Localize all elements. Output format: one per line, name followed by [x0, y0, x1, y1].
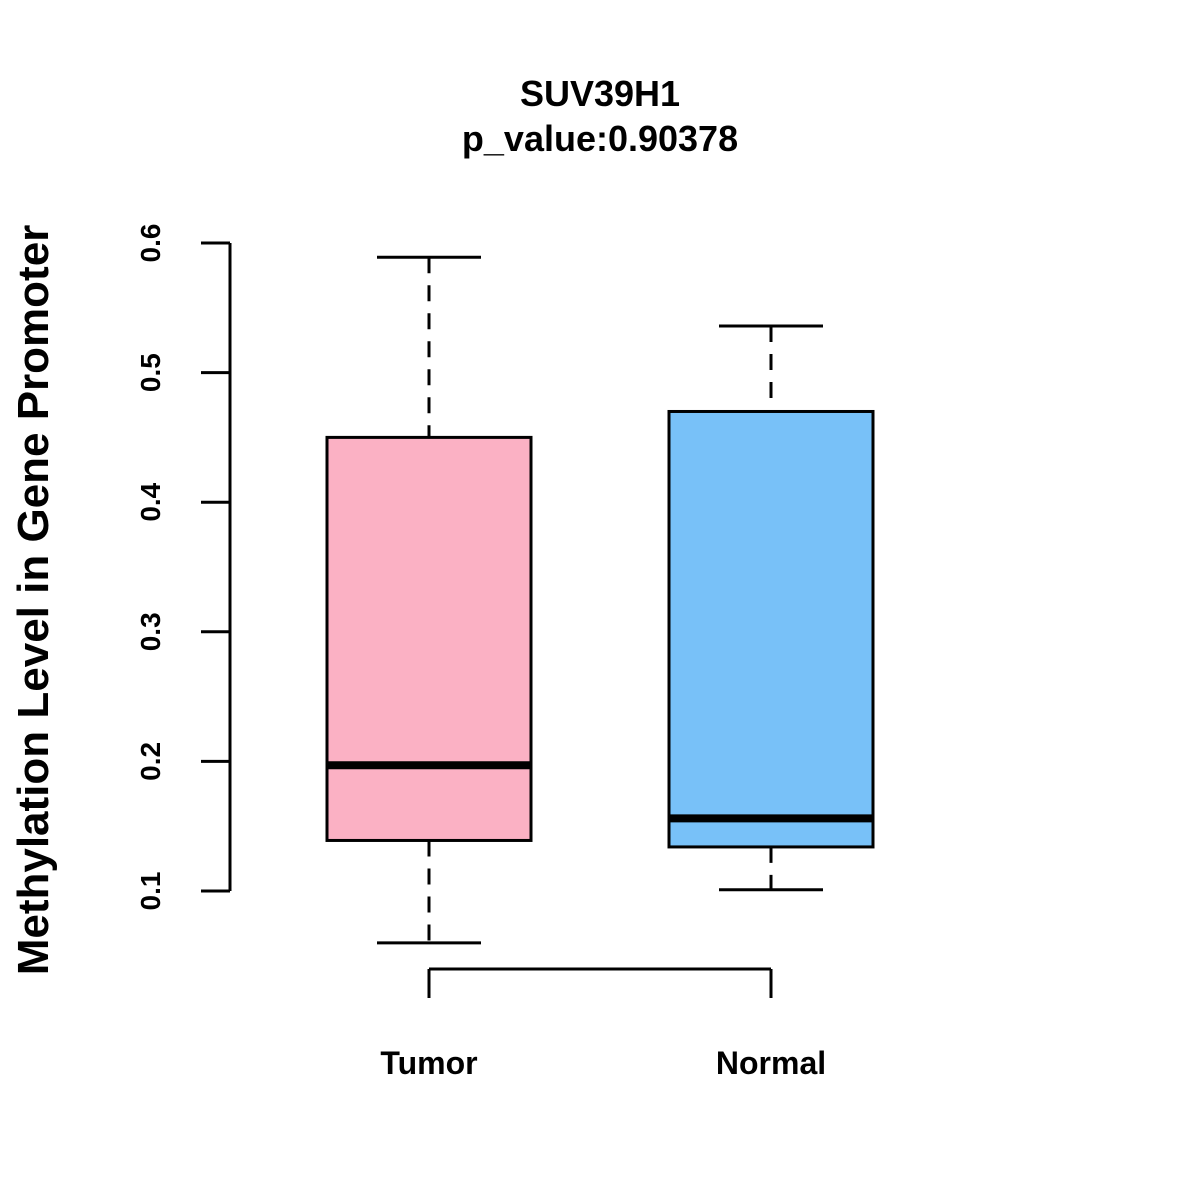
chart-subtitle: p_value:0.90378 [462, 118, 738, 159]
y-axis-label: Methylation Level in Gene Promoter [9, 225, 58, 976]
box-normal [667, 324, 875, 892]
y-tick-label: 0.1 [135, 872, 166, 911]
boxes [325, 255, 875, 945]
iqr-box [667, 409, 875, 849]
x-axis: Tumor Normal [380, 967, 826, 1081]
x-tick-label: Normal [716, 1045, 826, 1081]
y-tick-label: 0.5 [135, 353, 166, 392]
box-tumor [325, 255, 533, 945]
y-tick-label: 0.4 [135, 482, 166, 521]
iqr-box [325, 435, 533, 842]
y-axis: 0.1 0.2 0.3 0.4 0.5 0.6 [135, 224, 232, 911]
y-tick-label: 0.3 [135, 612, 166, 651]
y-tick-label: 0.2 [135, 742, 166, 781]
y-tick-label: 0.6 [135, 224, 166, 263]
chart-title: SUV39H1 [520, 73, 680, 114]
x-tick-label: Tumor [380, 1045, 477, 1081]
